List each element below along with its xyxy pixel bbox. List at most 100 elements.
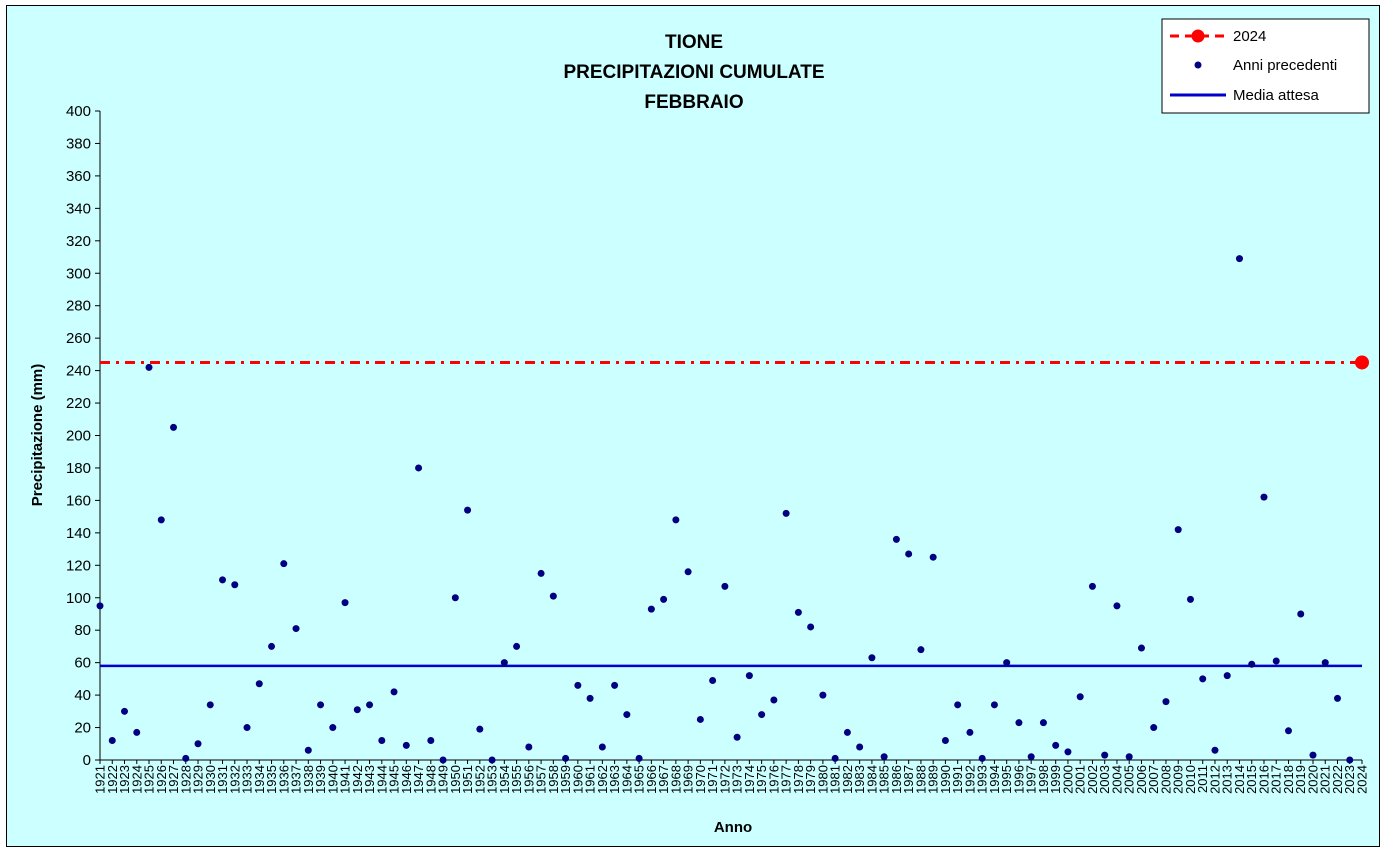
data-point	[513, 642, 521, 650]
data-point	[231, 581, 239, 589]
x-tick-label: 1994	[987, 765, 1002, 794]
x-tick-label: 1999	[1048, 765, 1063, 794]
data-point	[1162, 698, 1170, 706]
data-point	[157, 516, 165, 524]
data-point	[145, 363, 153, 371]
data-point	[1015, 719, 1023, 727]
x-tick-label: 1951	[460, 765, 475, 794]
x-tick-label: 1978	[791, 765, 806, 794]
x-tick-label: 2008	[1158, 765, 1173, 794]
y-tick-label: 380	[66, 135, 91, 152]
data-point	[1003, 659, 1011, 667]
x-tick-label: 1928	[178, 765, 193, 794]
data-point	[843, 728, 851, 736]
y-tick-label: 280	[66, 298, 91, 315]
x-tick-label: 1981	[828, 765, 843, 794]
x-tick-label: 2021	[1318, 765, 1333, 794]
data-point	[341, 599, 349, 607]
data-point	[831, 754, 839, 762]
data-point	[770, 696, 778, 704]
data-point	[255, 680, 263, 688]
chart-title-line-3: FEBBRAIO	[644, 92, 743, 113]
x-tick-label: 1987	[901, 765, 916, 794]
x-tick-label: 1961	[583, 765, 598, 794]
y-tick-label: 300	[66, 265, 91, 282]
data-point	[268, 642, 276, 650]
x-tick-label: 1929	[191, 765, 206, 794]
data-point	[488, 756, 496, 764]
x-tick-label: 1979	[803, 765, 818, 794]
data-point	[1284, 727, 1292, 735]
x-tick-label: 1966	[644, 765, 659, 794]
data-point	[635, 754, 643, 762]
data-point	[966, 728, 974, 736]
x-tick-label: 1983	[852, 765, 867, 794]
x-tick-label: 1926	[154, 765, 169, 794]
x-tick-label: 1980	[815, 765, 830, 794]
x-tick-label: 2018	[1281, 765, 1296, 794]
x-tick-label: 1948	[423, 765, 438, 794]
data-point	[427, 737, 435, 745]
chart-area	[6, 5, 1380, 847]
x-tick-label: 1970	[693, 765, 708, 794]
data-point	[647, 605, 655, 613]
data-point	[696, 715, 704, 723]
data-point	[304, 746, 312, 754]
data-point	[525, 743, 533, 751]
x-tick-label: 1947	[411, 765, 426, 794]
x-tick-label: 1962	[595, 765, 610, 794]
x-tick-label: 1971	[705, 765, 720, 794]
x-tick-label: 2001	[1073, 765, 1088, 794]
data-point	[353, 706, 361, 714]
data-point	[892, 535, 900, 543]
x-tick-label: 2004	[1109, 765, 1124, 794]
y-tick-label: 100	[66, 590, 91, 607]
data-point	[880, 753, 888, 761]
x-tick-label: 1921	[93, 765, 108, 794]
legend: 2024 Anni precedenti Media attesa	[1161, 18, 1370, 114]
chart-title-line-1: TIONE	[665, 32, 723, 53]
data-point	[1076, 693, 1084, 701]
x-tick-label: 1940	[325, 765, 340, 794]
x-tick-label: 1985	[877, 765, 892, 794]
legend-2024-label: 2024	[1233, 28, 1266, 45]
x-tick-label: 1927	[166, 765, 181, 794]
x-tick-label: 1953	[485, 765, 500, 794]
data-point	[476, 725, 484, 733]
data-point	[206, 701, 214, 709]
data-point	[1297, 610, 1305, 618]
x-tick-label: 1925	[142, 765, 157, 794]
x-axis: 1921192219231924192519261927192819291930…	[93, 759, 1370, 794]
x-tick-label: 1922	[105, 765, 120, 794]
data-point	[170, 423, 178, 431]
data-point	[1039, 719, 1047, 727]
x-tick-label: 2000	[1060, 765, 1075, 794]
x-tick-label: 2005	[1122, 765, 1137, 794]
data-point	[1027, 753, 1035, 761]
x-tick-label: 1976	[766, 765, 781, 794]
y-tick-label: 20	[74, 720, 91, 737]
data-point	[856, 743, 864, 751]
x-tick-label: 1956	[521, 765, 536, 794]
y-tick-label: 260	[66, 330, 91, 347]
data-point	[782, 509, 790, 517]
data-point	[917, 646, 925, 654]
x-tick-label: 1955	[509, 765, 524, 794]
data-point	[807, 623, 815, 631]
x-tick-label: 1923	[117, 765, 132, 794]
x-tick-label: 1963	[607, 765, 622, 794]
data-point	[121, 707, 129, 715]
data-point	[1333, 694, 1341, 702]
x-tick-label: 1964	[619, 765, 634, 794]
data-point	[1052, 741, 1060, 749]
data-point	[905, 550, 913, 558]
x-tick-label: 1995	[999, 765, 1014, 794]
data-point	[721, 582, 729, 590]
x-tick-label: 2002	[1085, 765, 1100, 794]
x-tick-label: 2023	[1342, 765, 1357, 794]
x-tick-label: 2010	[1183, 765, 1198, 794]
x-tick-label: 1990	[938, 765, 953, 794]
x-tick-label: 2019	[1293, 765, 1308, 794]
data-point	[464, 506, 472, 514]
data-point	[990, 701, 998, 709]
